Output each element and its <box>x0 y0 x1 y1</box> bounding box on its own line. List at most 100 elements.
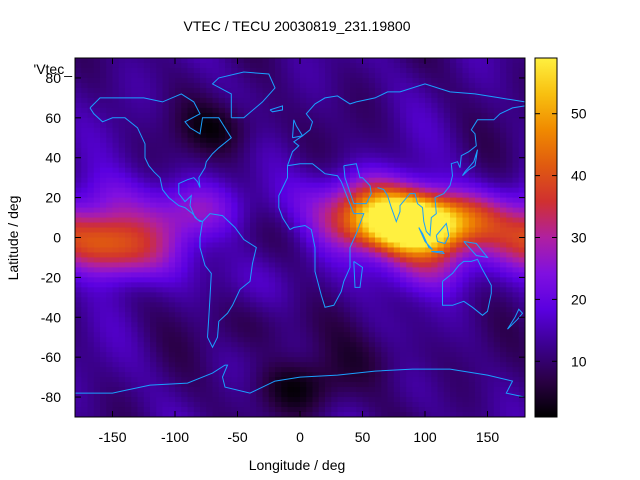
heatmap-cell <box>262 347 270 353</box>
heatmap-cell <box>275 327 282 333</box>
heatmap-cell <box>125 287 132 293</box>
heatmap-cell <box>112 132 120 139</box>
heatmap-cell <box>175 367 182 373</box>
heatmap-cell <box>300 257 307 264</box>
heatmap-cell <box>206 377 214 383</box>
heatmap-cell <box>512 307 520 313</box>
heatmap-cell <box>106 337 114 343</box>
heatmap-cell <box>300 342 307 348</box>
heatmap-cell <box>200 212 207 219</box>
heatmap-cell <box>218 117 226 124</box>
heatmap-cell <box>156 77 164 84</box>
heatmap-cell <box>450 162 457 169</box>
heatmap-cell <box>318 117 326 124</box>
heatmap-cell <box>87 252 95 259</box>
heatmap-cell <box>318 142 326 149</box>
heatmap-cell <box>87 187 95 194</box>
heatmap-cell <box>481 247 489 254</box>
heatmap-cell <box>100 112 107 119</box>
heatmap-cell <box>487 277 495 283</box>
heatmap-cell <box>387 312 395 318</box>
heatmap-cell <box>300 252 307 259</box>
heatmap-cell <box>231 192 239 199</box>
heatmap-cell <box>256 182 264 189</box>
heatmap-cell <box>181 172 189 179</box>
heatmap-cell <box>381 122 389 129</box>
heatmap-cell <box>187 332 195 338</box>
heatmap-cell <box>418 77 426 84</box>
heatmap-cell <box>306 177 314 184</box>
heatmap-cell <box>225 122 232 129</box>
heatmap-cell <box>187 287 195 293</box>
heatmap-cell <box>137 272 145 278</box>
heatmap-cell <box>381 112 389 119</box>
heatmap-cell <box>462 367 470 373</box>
heatmap-cell <box>393 127 401 134</box>
heatmap-cell <box>125 367 132 373</box>
heatmap-cell <box>131 277 139 283</box>
heatmap-cell <box>443 262 451 269</box>
heatmap-cell <box>406 202 414 209</box>
heatmap-cell <box>331 352 339 358</box>
heatmap-cell <box>518 147 525 154</box>
heatmap-cell <box>350 382 357 388</box>
heatmap-cell <box>343 87 351 94</box>
heatmap-cell <box>256 307 264 313</box>
heatmap-cell <box>162 87 170 94</box>
heatmap-cell <box>393 87 401 94</box>
heatmap-cell <box>231 62 239 69</box>
heatmap-cell <box>181 232 189 239</box>
heatmap-cell <box>368 392 376 398</box>
heatmap-cell <box>156 67 164 74</box>
heatmap-cell <box>368 247 376 254</box>
heatmap-cell <box>137 307 145 313</box>
heatmap-cell <box>456 217 464 224</box>
heatmap-cell <box>162 112 170 119</box>
heatmap-cell <box>437 327 445 333</box>
heatmap-cell <box>262 317 270 323</box>
heatmap-cell <box>106 322 114 328</box>
heatmap-cell <box>425 257 432 264</box>
heatmap-cell <box>318 327 326 333</box>
heatmap-cell <box>81 137 89 144</box>
heatmap-cell <box>293 332 301 338</box>
heatmap-cell <box>443 327 451 333</box>
heatmap-cell <box>156 122 164 129</box>
heatmap-cell <box>106 202 114 209</box>
heatmap-cell <box>175 342 182 348</box>
heatmap-cell <box>193 257 201 264</box>
heatmap-cell <box>175 272 182 278</box>
heatmap-cell <box>156 347 164 353</box>
heatmap-cell <box>281 167 289 174</box>
heatmap-cell <box>450 152 457 159</box>
heatmap-cell <box>493 267 501 274</box>
heatmap-cell <box>500 152 507 159</box>
heatmap-cell <box>462 232 470 239</box>
heatmap-cell <box>406 58 414 64</box>
heatmap-cell <box>400 212 407 219</box>
heatmap-cell <box>362 152 370 159</box>
heatmap-cell <box>437 112 445 119</box>
heatmap-cell <box>406 62 414 69</box>
heatmap-cell <box>112 382 120 388</box>
heatmap-cell <box>318 247 326 254</box>
heatmap-cell <box>168 227 176 234</box>
heatmap-cell <box>200 312 207 318</box>
heatmap-cell <box>506 62 514 69</box>
heatmap-cell <box>206 177 214 184</box>
heatmap-cell <box>206 247 214 254</box>
heatmap-cell <box>162 152 170 159</box>
heatmap-cell <box>393 117 401 124</box>
heatmap-cell <box>450 262 457 269</box>
heatmap-cell <box>487 347 495 353</box>
heatmap-cell <box>262 77 270 84</box>
heatmap-cell <box>443 142 451 149</box>
heatmap-cell <box>462 332 470 338</box>
heatmap-cell <box>187 387 195 393</box>
heatmap-cell <box>125 122 132 129</box>
heatmap-cell <box>125 257 132 264</box>
heatmap-cell <box>150 257 157 264</box>
heatmap-cell <box>493 107 501 114</box>
heatmap-cell <box>425 222 432 229</box>
heatmap-cell <box>137 397 145 403</box>
